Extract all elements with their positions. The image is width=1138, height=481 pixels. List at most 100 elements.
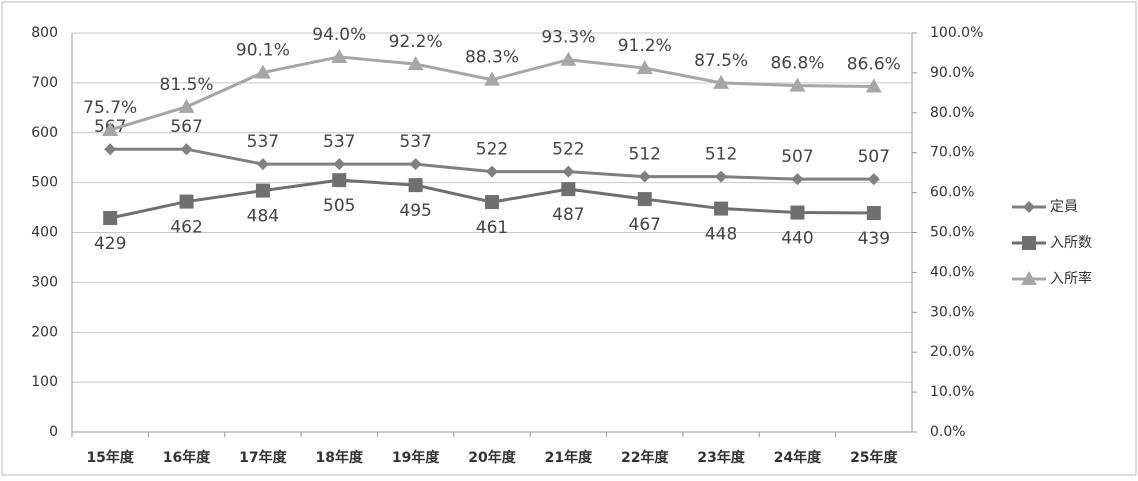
x-tick-label: 17年度 <box>239 449 287 466</box>
data-label: 522 <box>552 140 584 160</box>
marker <box>789 77 806 92</box>
data-label: 440 <box>781 229 813 249</box>
data-label: 91.2% <box>618 36 672 56</box>
x-tick-label: 15年度 <box>86 449 134 466</box>
data-label: 522 <box>476 140 508 160</box>
x-tick-label: 16年度 <box>163 449 211 466</box>
data-label: 87.5% <box>694 51 748 71</box>
marker <box>332 173 347 188</box>
data-label: 512 <box>705 145 737 165</box>
marker <box>867 173 880 186</box>
data-label: 461 <box>476 218 508 238</box>
marker <box>866 206 881 221</box>
legend-label: 定員 <box>1050 199 1078 215</box>
marker <box>714 201 729 216</box>
marker <box>1021 271 1037 285</box>
y2-tick-label: 80.0% <box>930 105 974 121</box>
marker <box>407 56 424 71</box>
y2-tick-label: 30.0% <box>930 304 974 320</box>
y-tick-label: 500 <box>31 175 58 191</box>
y-tick-label: 0 <box>49 424 58 440</box>
data-label: 512 <box>629 145 661 165</box>
x-tick-label: 25年度 <box>850 449 898 466</box>
data-label: 88.3% <box>465 48 519 68</box>
legend-label: 入所率 <box>1050 270 1092 287</box>
x-tick-label: 24年度 <box>774 449 822 466</box>
marker <box>713 74 730 89</box>
data-label: 507 <box>858 147 890 167</box>
x-tick-label: 19年度 <box>392 449 440 466</box>
y2-tick-label: 0.0% <box>930 424 966 440</box>
marker <box>562 165 575 178</box>
data-label: 93.3% <box>541 28 595 48</box>
data-label: 86.6% <box>847 54 901 74</box>
y-tick-label: 800 <box>31 25 58 41</box>
marker <box>254 64 271 79</box>
data-label: 81.5% <box>160 75 214 95</box>
data-label: 92.2% <box>389 32 443 52</box>
marker <box>560 51 577 66</box>
data-label: 94.0% <box>312 25 366 45</box>
data-label: 75.7% <box>83 98 137 118</box>
y2-tick-label: 100.0% <box>930 25 983 41</box>
y2-tick-label: 90.0% <box>930 65 974 81</box>
marker <box>409 158 422 171</box>
marker <box>791 173 804 186</box>
x-tick-label: 20年度 <box>468 449 516 466</box>
data-label: 505 <box>323 196 355 216</box>
y2-tick-label: 50.0% <box>930 225 974 241</box>
y2-tick-label: 40.0% <box>930 264 974 280</box>
marker <box>484 71 500 86</box>
marker <box>638 170 651 183</box>
marker <box>1023 201 1035 213</box>
data-label: 537 <box>247 132 279 152</box>
y-tick-label: 400 <box>31 225 58 241</box>
data-label: 495 <box>399 201 431 221</box>
data-label: 448 <box>705 225 737 245</box>
data-label: 537 <box>323 132 355 152</box>
series-line <box>109 55 874 132</box>
marker <box>331 48 348 63</box>
marker <box>715 170 728 183</box>
y2-tick-label: 70.0% <box>930 145 974 161</box>
x-tick-label: 21年度 <box>545 449 593 466</box>
x-tick-label: 23年度 <box>697 449 745 466</box>
marker <box>104 143 117 156</box>
data-label: 86.8% <box>770 54 824 74</box>
y-tick-label: 100 <box>31 374 58 390</box>
data-label: 462 <box>170 218 202 238</box>
data-label: 429 <box>94 234 126 254</box>
marker <box>102 121 119 136</box>
marker <box>333 158 346 171</box>
marker <box>179 194 194 209</box>
marker <box>865 78 882 93</box>
marker <box>255 183 270 198</box>
marker <box>561 182 576 197</box>
data-label: 507 <box>781 147 813 167</box>
marker <box>408 178 423 193</box>
y-tick-label: 300 <box>31 274 58 290</box>
marker <box>180 143 193 156</box>
x-tick-label: 18年度 <box>316 449 364 466</box>
y2-tick-label: 10.0% <box>930 384 974 400</box>
marker <box>790 205 805 220</box>
data-label: 484 <box>247 207 279 227</box>
marker <box>178 98 195 113</box>
y-tick-label: 200 <box>31 324 58 340</box>
marker <box>485 195 499 210</box>
data-label: 537 <box>399 132 431 152</box>
data-label: 567 <box>170 117 202 137</box>
marker <box>103 211 118 226</box>
y-tick-label: 600 <box>31 125 58 141</box>
marker <box>256 158 269 171</box>
marker <box>637 192 652 207</box>
data-label: 90.1% <box>236 41 290 61</box>
data-label: 487 <box>552 205 584 225</box>
marker <box>636 60 653 75</box>
y-tick-label: 700 <box>31 75 58 91</box>
y2-tick-label: 20.0% <box>930 344 974 360</box>
marker <box>1022 236 1036 250</box>
x-tick-label: 22年度 <box>621 449 669 466</box>
